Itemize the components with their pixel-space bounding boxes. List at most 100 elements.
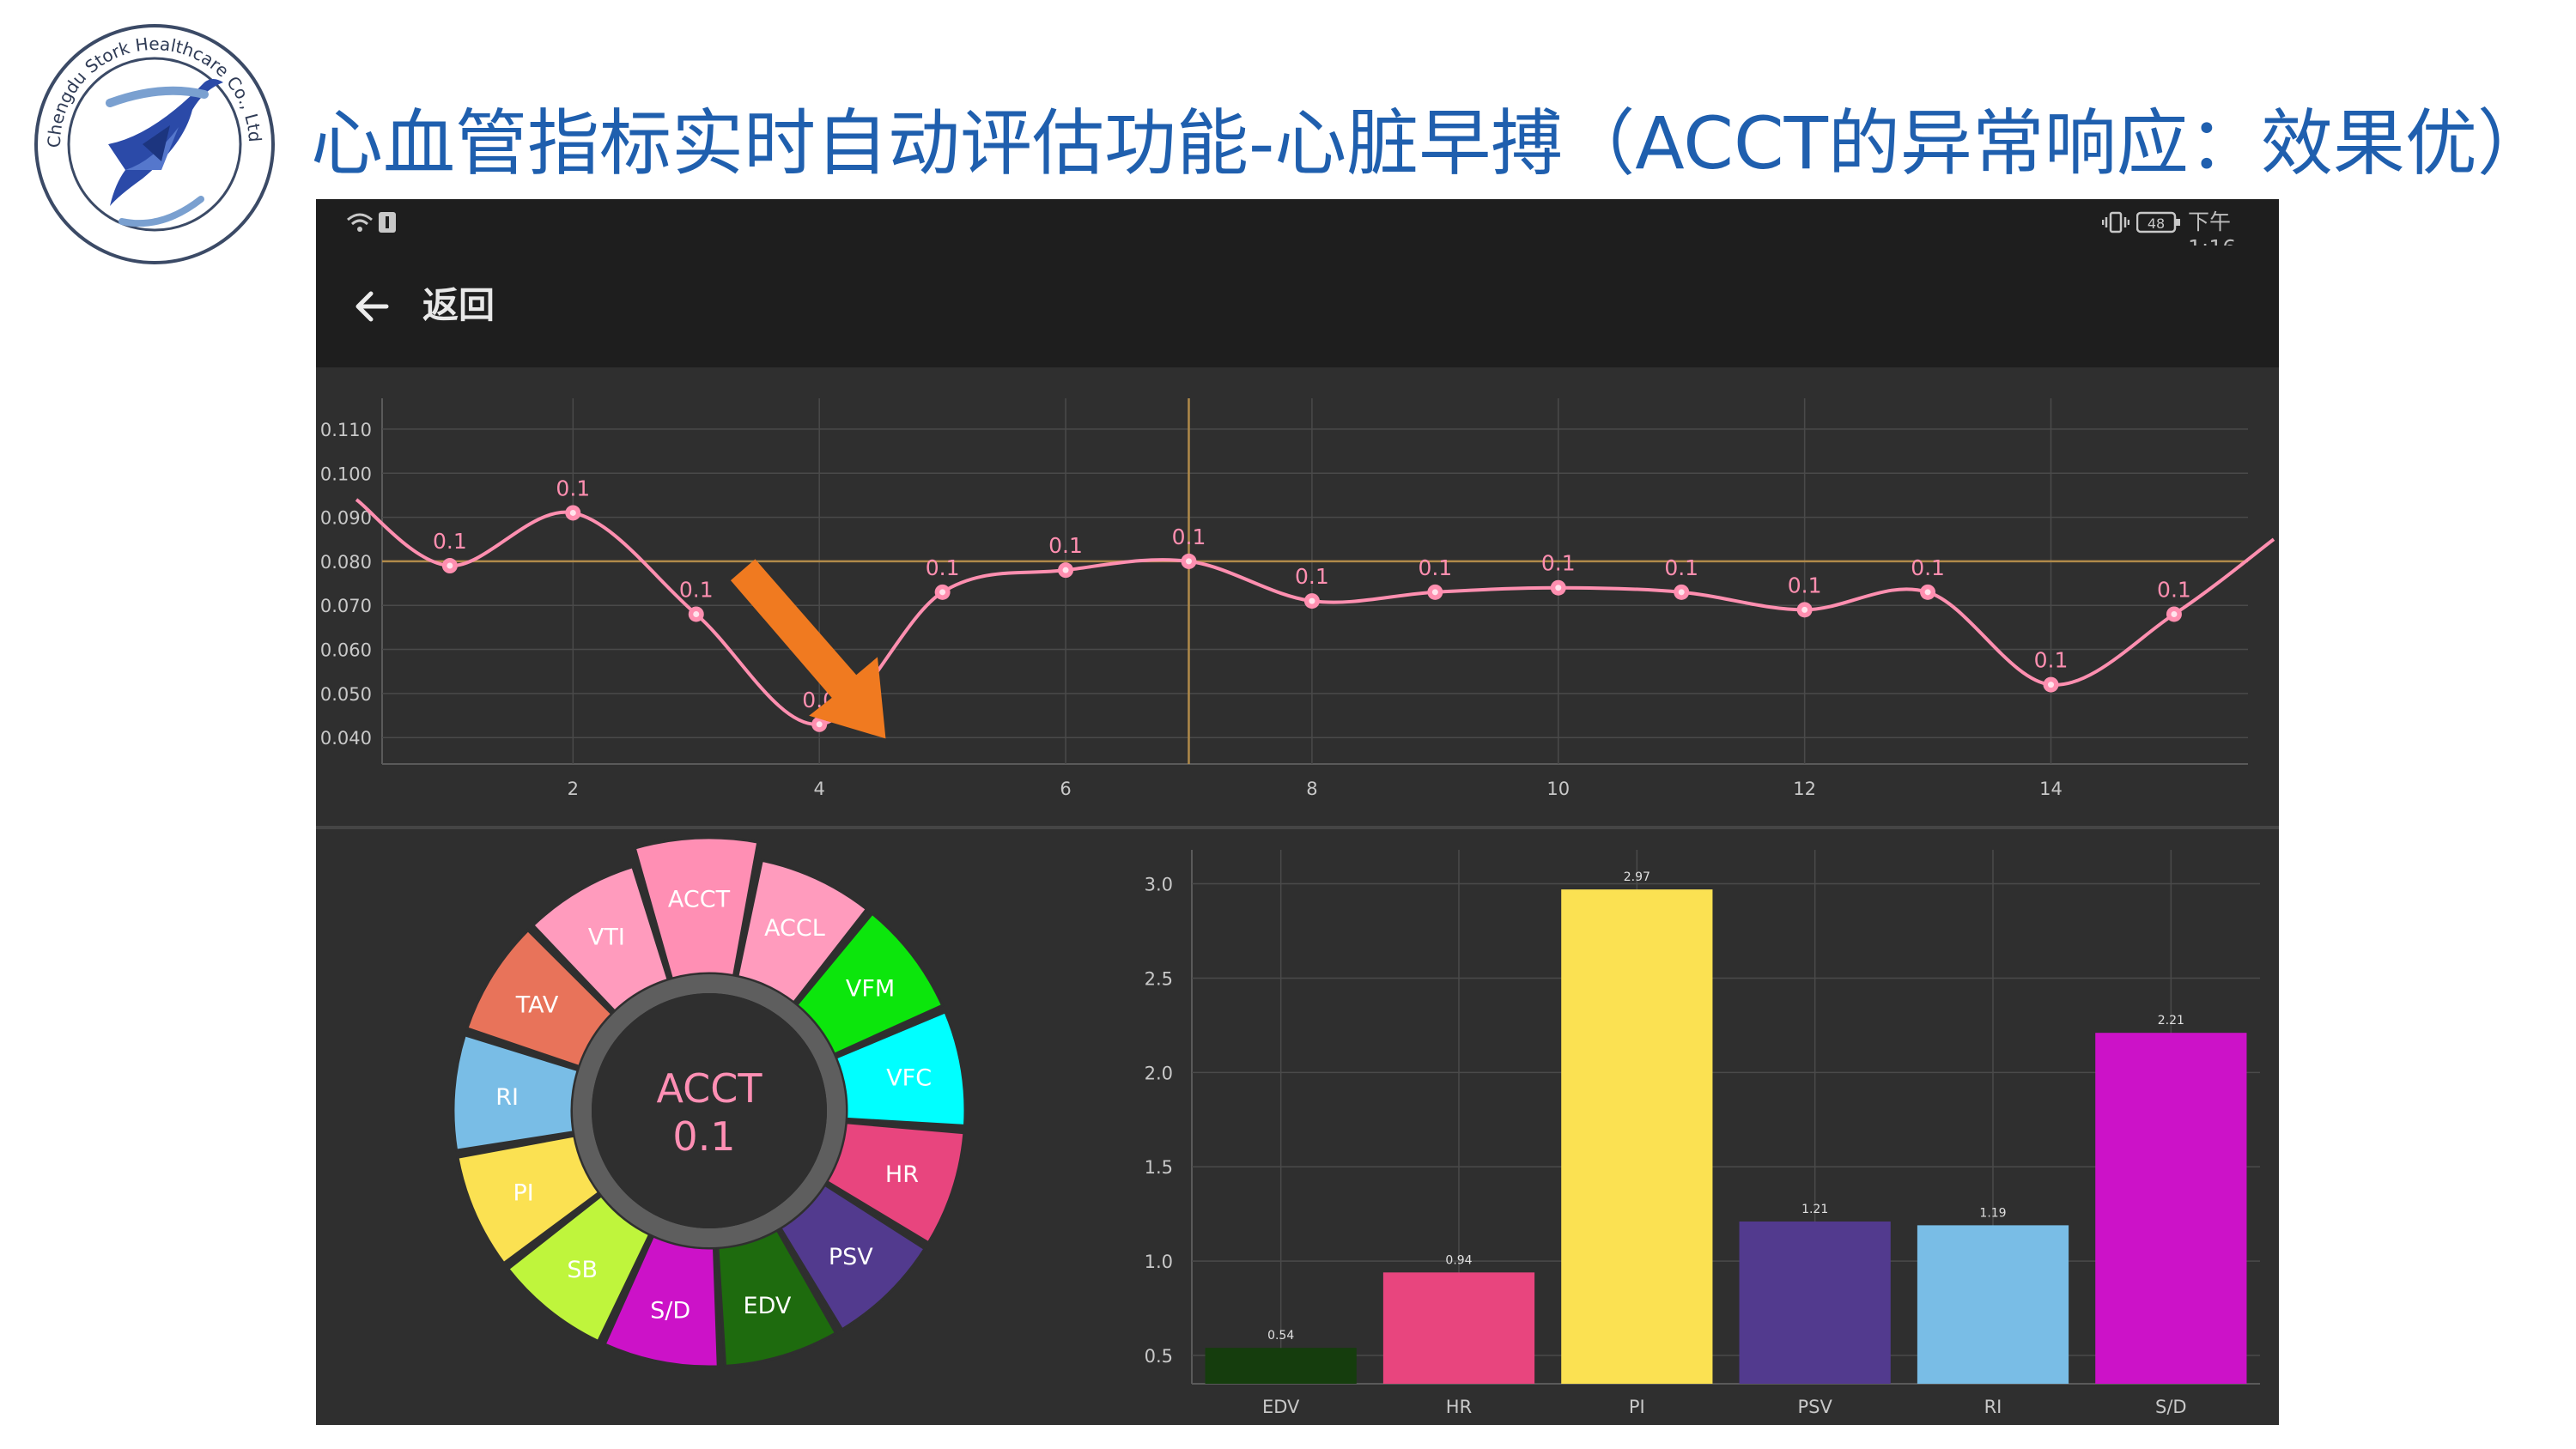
y-tick-label: 0.110 — [320, 420, 372, 440]
y-tick-label: 0.090 — [320, 508, 372, 529]
y-tick-label: 0.050 — [320, 684, 372, 705]
bar-category-label: PSV — [1797, 1397, 1832, 1417]
line-chart-y-axis: 0.040 0.050 0.060 0.070 0.080 0.090 0.10… — [320, 420, 372, 749]
x-tick-label: 6 — [1060, 779, 1071, 799]
point-label: 0.1 — [1788, 573, 1822, 597]
data-point-core — [1062, 567, 1069, 573]
line-chart-x-axis: 2 4 6 8 10 12 14 — [568, 779, 2063, 799]
y-tick-label: 0.040 — [320, 728, 372, 749]
bar-category-label: PI — [1629, 1397, 1645, 1417]
bar-chart-y-axis: 0.5 1.0 1.5 2.0 2.5 3.0 — [1145, 875, 1173, 1367]
bar-hr — [1382, 1272, 1535, 1384]
data-point-core — [1309, 597, 1315, 604]
bar-y-tick-label: 0.5 — [1145, 1346, 1173, 1367]
point-label: 0.1 — [1664, 555, 1698, 580]
point-label: 0.1 — [1295, 564, 1329, 589]
ring-segment-accl[interactable] — [736, 858, 869, 1004]
bar-y-tick-label: 1.0 — [1145, 1252, 1173, 1272]
chart-divider — [316, 826, 2279, 829]
ring-label-accl: ACCL — [764, 915, 825, 942]
bar-y-tick-label: 2.0 — [1145, 1063, 1173, 1083]
line-chart-grid — [381, 398, 2248, 765]
ring-label-edv: EDV — [744, 1293, 792, 1319]
battery-icon: 48 — [2136, 211, 2180, 233]
bar-chart-grid — [1191, 850, 2260, 1385]
acct-series-line — [355, 498, 2275, 726]
data-point-core — [569, 509, 576, 516]
data-point-core — [1678, 589, 1685, 596]
ring-label-acct: ACCT — [668, 886, 731, 912]
ring-segment-sd[interactable] — [603, 1234, 720, 1368]
bar-category-label: RI — [1984, 1397, 2002, 1417]
point-label: 0.1 — [1172, 524, 1206, 549]
ring-segment-vfc[interactable] — [834, 1009, 967, 1128]
ring-segment-ri[interactable] — [452, 1034, 580, 1152]
point-label: 0.1 — [2157, 577, 2191, 602]
point-label: 0.1 — [433, 529, 467, 554]
back-button[interactable]: 返回 — [422, 284, 495, 326]
ring-segment-sb[interactable] — [506, 1193, 652, 1343]
notification-icon — [379, 212, 396, 233]
app-screen: 48 下午1:16 返回 0.040 0.050 0.060 0.070 0.0… — [316, 199, 2279, 1425]
status-bar: 48 下午1:16 — [316, 199, 2279, 260]
metric-selector-ring: ACCT 0.1 VTI ACCT ACCL VFM VFC HR PSV ED… — [452, 836, 967, 1368]
bar-value-label: 1.19 — [1979, 1206, 2006, 1220]
x-tick-label: 2 — [568, 779, 579, 799]
data-point-core — [1801, 606, 1808, 613]
acct-series-points — [441, 505, 2182, 732]
bar-y-tick-label: 3.0 — [1145, 875, 1173, 895]
bar-value-label: 0.94 — [1445, 1253, 1472, 1267]
bar-y-tick-label: 1.5 — [1145, 1157, 1173, 1178]
y-tick-label: 0.070 — [320, 596, 372, 616]
bar-value-labels: 0.54 0.94 2.97 1.21 1.19 2.21 — [1267, 870, 2184, 1343]
bar-psv — [1739, 1221, 1891, 1384]
acct-line-chart: 0.040 0.050 0.060 0.070 0.080 0.090 0.10… — [320, 398, 2275, 799]
ring-segment-vfm[interactable] — [794, 912, 945, 1057]
ring-segment-edv[interactable] — [716, 1228, 838, 1368]
vibrate-icon — [2102, 211, 2129, 233]
ring-label-sb: SB — [567, 1257, 598, 1283]
ring-label-sd: S/D — [650, 1298, 690, 1325]
ring-label-hr: HR — [885, 1161, 919, 1188]
bar-category-label: EDV — [1262, 1397, 1300, 1417]
y-tick-label: 0.100 — [320, 464, 372, 484]
ring-segment-vti[interactable] — [531, 864, 670, 1014]
data-point-core — [2171, 610, 2178, 617]
point-label: 0.1 — [2034, 648, 2069, 673]
wifi-icon — [347, 213, 373, 232]
point-label: 0.1 — [1911, 555, 1945, 580]
data-point-core — [816, 721, 823, 728]
ring-label-psv: PSV — [829, 1244, 873, 1270]
ring-labels: VTI ACCT ACCL VFM VFC HR PSV EDV S/D SB … — [495, 886, 932, 1324]
back-arrow-icon[interactable] — [349, 283, 395, 330]
ring-inner-track — [573, 974, 846, 1247]
x-tick-label: 8 — [1306, 779, 1317, 799]
ring-segment-psv[interactable] — [778, 1183, 927, 1331]
bar-value-label: 1.21 — [1801, 1203, 1828, 1216]
ring-segment-pi[interactable] — [456, 1134, 601, 1265]
y-tick-label: 0.080 — [320, 552, 372, 573]
ring-label-ri: RI — [495, 1084, 519, 1111]
battery-level: 48 — [2148, 215, 2165, 232]
ring-segment-hr[interactable] — [825, 1121, 966, 1245]
line-chart-reference — [382, 398, 2248, 764]
slide-title: 心血管指标实时自动评估功能-心脏早搏（ACCT的异常响应：效果优） — [311, 101, 2549, 185]
bar-series — [1205, 889, 2247, 1384]
x-tick-label: 12 — [1793, 779, 1816, 799]
data-point-core — [1431, 589, 1438, 596]
point-label: 0.1 — [1541, 551, 1576, 576]
ring-label-vfm: VFM — [846, 976, 895, 1003]
selected-metric-value: 0.1 — [672, 1113, 735, 1160]
ring-segment-acct[interactable] — [633, 836, 760, 980]
bar-value-label: 2.21 — [2158, 1014, 2184, 1028]
bar-pi — [1561, 889, 1713, 1384]
x-tick-label: 4 — [813, 779, 824, 799]
ring-label-vfc: VFC — [886, 1064, 932, 1091]
ring-segment-tav[interactable] — [465, 928, 614, 1069]
bar-chart-x-axis: EDV HR PI PSV RI S/D — [1262, 1397, 2187, 1417]
point-label: 0.1 — [926, 555, 960, 580]
point-label: 0.1 — [1418, 555, 1452, 580]
anomaly-arrow-icon — [730, 559, 886, 739]
data-point-core — [1185, 558, 1192, 565]
metrics-bar-chart: 0.5 1.0 1.5 2.0 2.5 3.0 0.54 0.94 2.97 1… — [1145, 850, 2260, 1417]
